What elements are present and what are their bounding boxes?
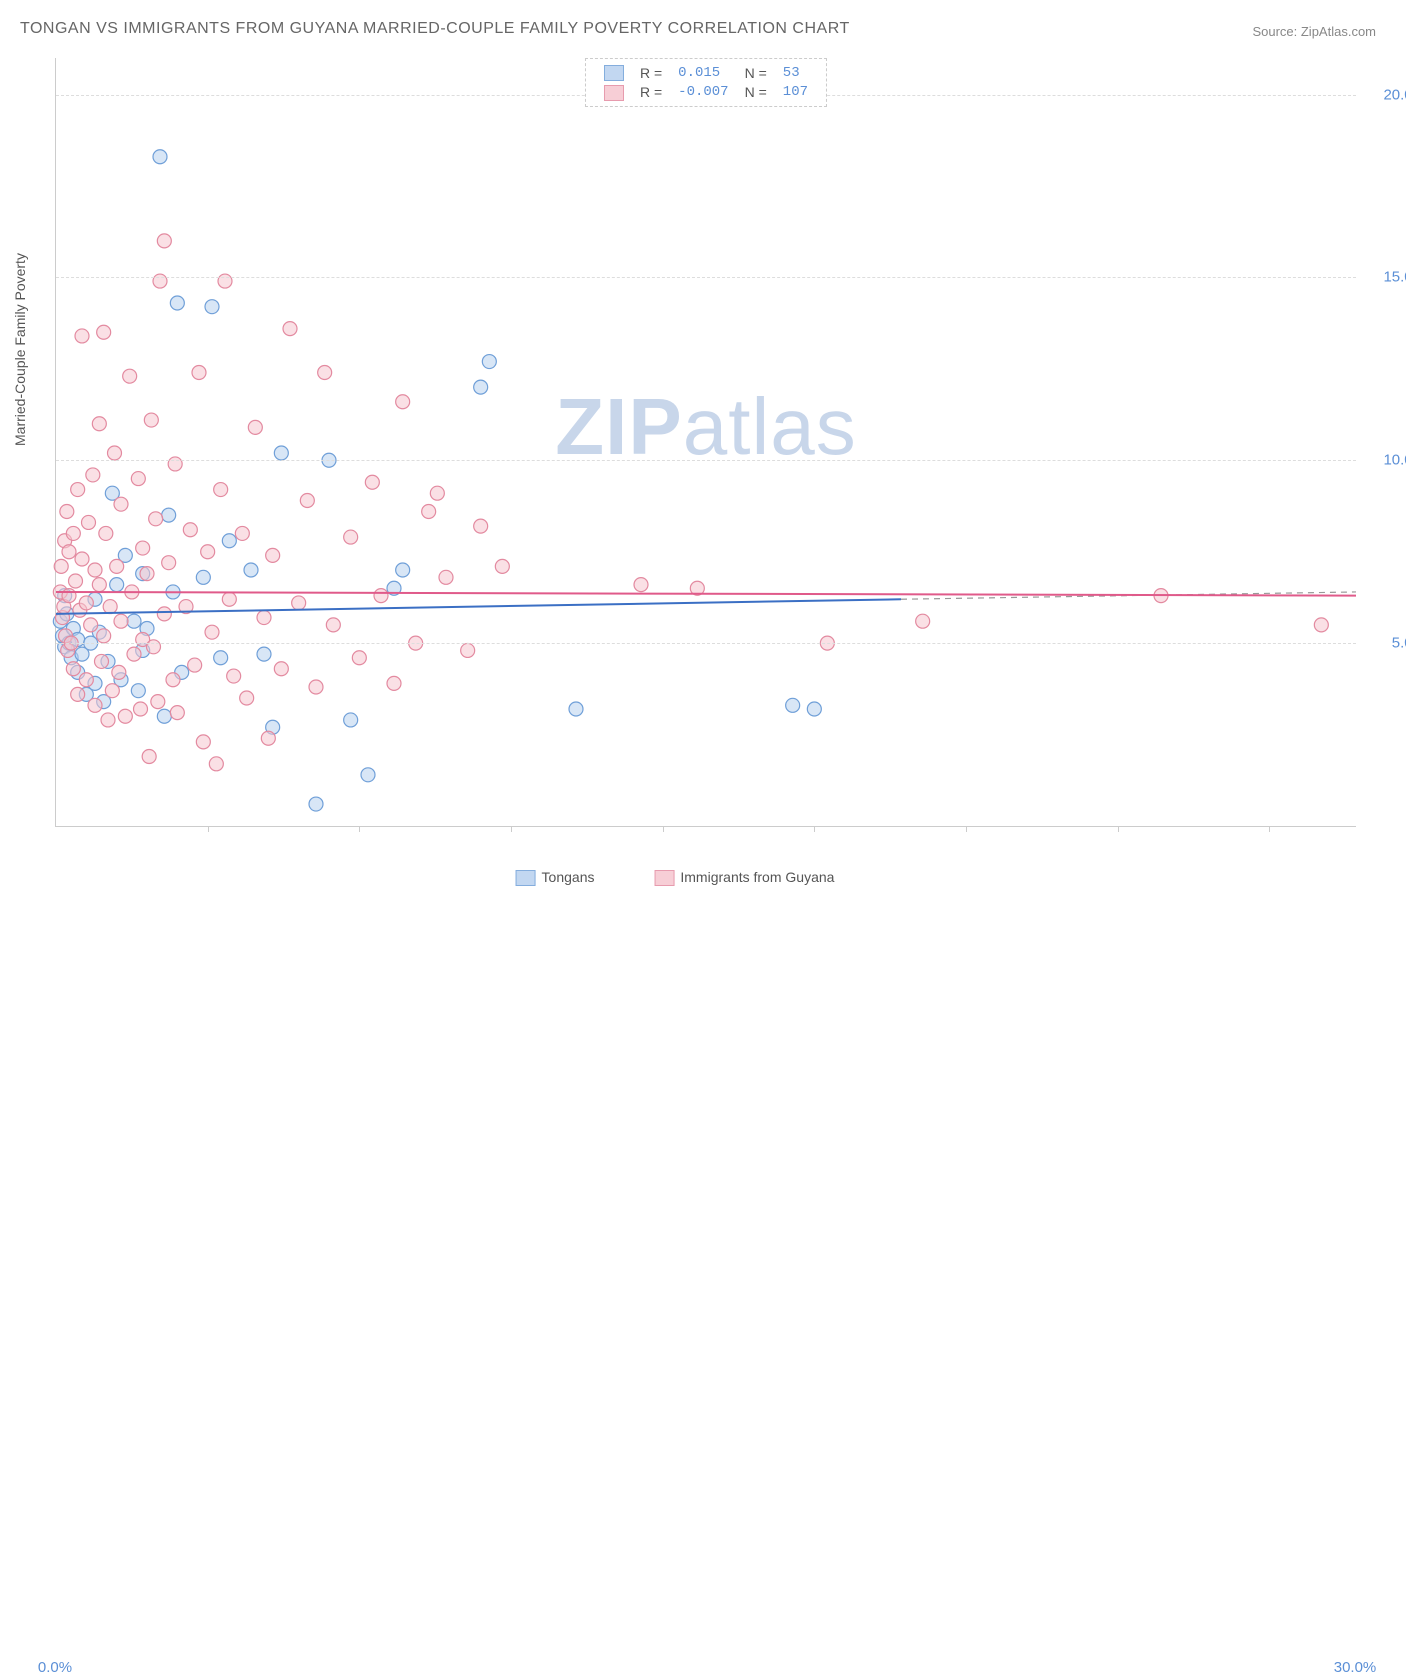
y-axis-label: Married-Couple Family Poverty [12,253,28,446]
legend-bottom: Tongans Immigrants from Guyana [516,869,891,886]
y-tick-label: 5.0% [1392,635,1406,652]
legend-correlation-box: R = 0.015 N = 53 R = -0.007 N = 107 [585,58,827,107]
legend-label-guyana: Immigrants from Guyana [680,869,834,885]
chart-area: ZIPatlas R = 0.015 N = 53 R = -0.007 N =… [55,58,1356,827]
chart-title: TONGAN VS IMMIGRANTS FROM GUYANA MARRIED… [20,20,850,38]
source-label: Source: ZipAtlas.com [1252,24,1376,39]
y-tick-label: 20.0% [1383,86,1406,103]
legend-row-guyana: R = -0.007 N = 107 [596,82,816,101]
legend-label-tongans: Tongans [542,869,595,885]
x-tick-label: 30.0% [1334,1659,1377,1676]
y-tick-label: 10.0% [1383,452,1406,469]
x-tick-label: 0.0% [38,1659,72,1676]
legend-row-tongans: R = 0.015 N = 53 [596,63,816,82]
scatter-plot [56,58,1356,826]
y-tick-label: 15.0% [1383,269,1406,286]
